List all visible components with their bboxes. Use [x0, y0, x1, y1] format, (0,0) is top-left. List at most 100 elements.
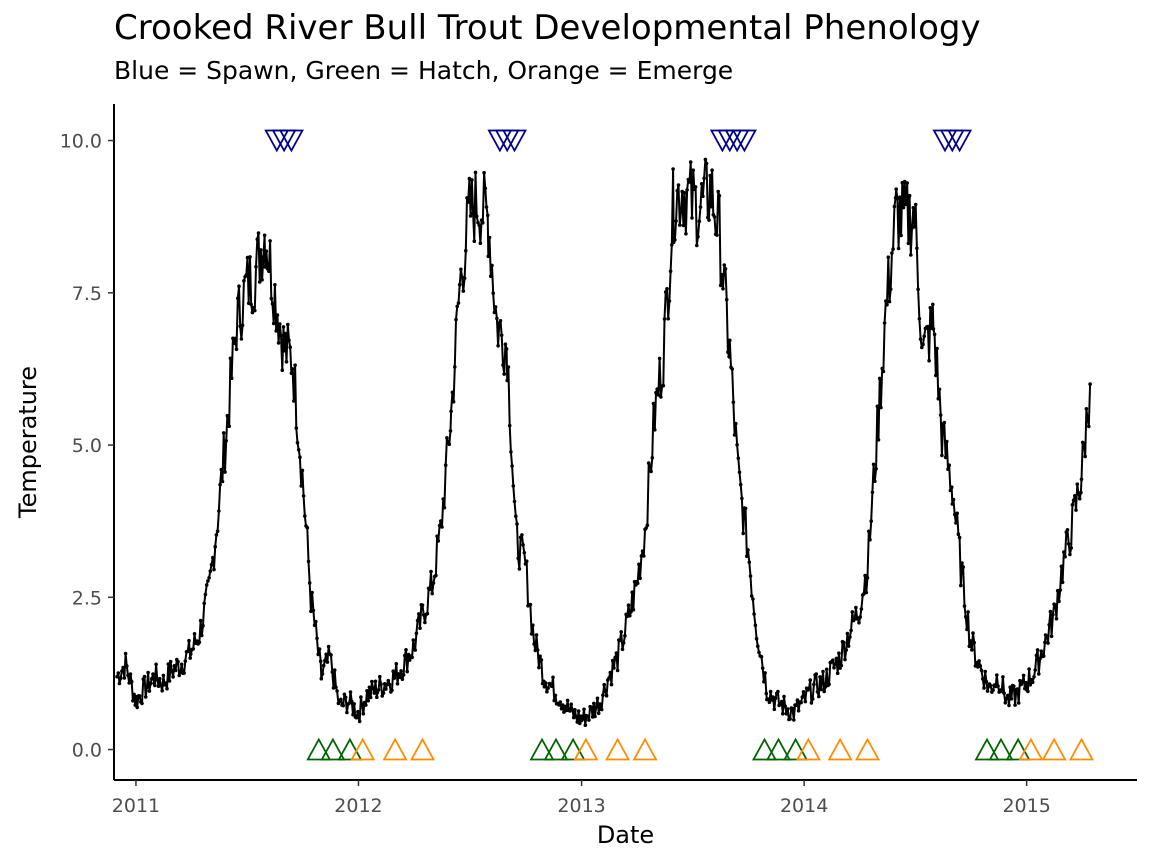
temperature-point — [920, 345, 924, 350]
temperature-point — [200, 633, 204, 638]
temperature-point — [365, 689, 369, 693]
temperature-point — [921, 342, 925, 347]
temperature-point — [487, 235, 492, 240]
temperature-point — [810, 697, 815, 701]
hatch-marker — [560, 737, 586, 761]
temperature-point — [604, 694, 609, 698]
temperature-point — [608, 670, 613, 675]
temperature-point — [394, 662, 399, 666]
temperature-point — [414, 631, 419, 636]
axis-ticks: 0.0 2.5 5.0 7.5 10.0 2011 2012 2013 2014 2015 — [60, 131, 1051, 817]
temperature-point — [551, 675, 555, 680]
temperature-point — [449, 409, 453, 414]
temperature-point — [179, 662, 184, 667]
temperature-point — [731, 400, 736, 405]
temperature-point — [842, 640, 846, 645]
temperature-point — [685, 188, 689, 192]
temperature-point — [776, 689, 780, 694]
temperature-point — [474, 214, 479, 218]
temperature-point — [305, 525, 310, 530]
temperature-point — [917, 317, 922, 321]
temperature-point — [208, 569, 213, 573]
temperature-point — [275, 313, 280, 317]
temperature-point — [279, 333, 283, 338]
temperature-point — [509, 450, 513, 454]
temperature-point — [650, 456, 655, 460]
temperature-point — [595, 696, 600, 701]
spawn-marker — [278, 129, 304, 153]
temperature-point — [264, 249, 269, 253]
temperature-point — [356, 709, 360, 714]
temperature-point — [504, 347, 509, 351]
temperature-point — [318, 659, 323, 663]
temperature-point — [317, 647, 322, 651]
temperature-point — [201, 623, 205, 628]
temperature-point — [937, 387, 942, 392]
temperature-point — [927, 358, 931, 363]
temperature-point — [849, 628, 853, 633]
temperature-point — [649, 469, 653, 474]
temperature-point — [165, 686, 169, 691]
temperature-point — [1070, 503, 1075, 507]
temperature-point — [335, 689, 339, 693]
temperature-point — [894, 187, 898, 191]
temperature-point — [722, 263, 727, 267]
temperature-point — [400, 677, 405, 682]
x-tick-label: 2011 — [112, 795, 160, 817]
temperature-point — [922, 334, 926, 339]
temperature-point — [209, 562, 214, 567]
temperature-point — [1082, 441, 1086, 446]
temperature-point — [1077, 496, 1082, 501]
temperature-point — [945, 439, 949, 444]
temperature-point — [423, 620, 427, 625]
temperature-point — [249, 302, 253, 307]
temperature-point — [1028, 683, 1033, 687]
temperature-point — [592, 701, 596, 706]
temperature-point — [707, 218, 711, 222]
temperature-point — [699, 182, 704, 186]
temperature-point — [728, 338, 732, 343]
temperature-point — [516, 556, 520, 561]
temperature-point — [1049, 634, 1054, 639]
temperature-point — [565, 698, 570, 703]
temperature-point — [996, 684, 1000, 688]
temperature-point — [186, 649, 190, 654]
temperature-point — [845, 631, 850, 636]
temperature-point — [690, 216, 694, 220]
temperature-point — [299, 484, 304, 488]
temperature-point — [251, 305, 256, 310]
spawn-marker — [487, 129, 513, 153]
temperature-point — [229, 376, 234, 381]
temperature-point — [496, 344, 500, 348]
temperature-point — [717, 193, 722, 198]
temperature-point — [904, 202, 908, 207]
temperature-point — [988, 684, 993, 688]
temperature-point — [271, 321, 276, 326]
temperature-point — [790, 706, 795, 711]
temperature-point — [854, 605, 858, 610]
temperature-point — [766, 697, 770, 701]
temperature-point — [982, 686, 986, 690]
temperature-point — [387, 682, 392, 687]
temperature-point — [306, 559, 311, 564]
temperature-point — [638, 576, 642, 581]
temperature-point — [710, 168, 714, 172]
temperature-point — [212, 567, 216, 572]
temperature-point — [844, 648, 848, 652]
temperature-point — [523, 562, 528, 566]
temperature-point — [445, 436, 449, 440]
temperature-line — [116, 158, 1092, 727]
temperature-point — [926, 324, 930, 329]
temperature-point — [661, 383, 666, 388]
temperature-point — [470, 178, 474, 182]
temperature-point — [1069, 546, 1073, 550]
temperature-point — [350, 699, 354, 704]
temperature-point — [450, 390, 455, 395]
temperature-point — [631, 607, 636, 612]
temperature-point — [867, 529, 871, 534]
temperature-point — [477, 223, 482, 227]
temperature-point — [819, 687, 823, 692]
temperature-point — [462, 276, 467, 281]
temperature-point — [918, 337, 923, 341]
temperature-point — [814, 672, 819, 676]
